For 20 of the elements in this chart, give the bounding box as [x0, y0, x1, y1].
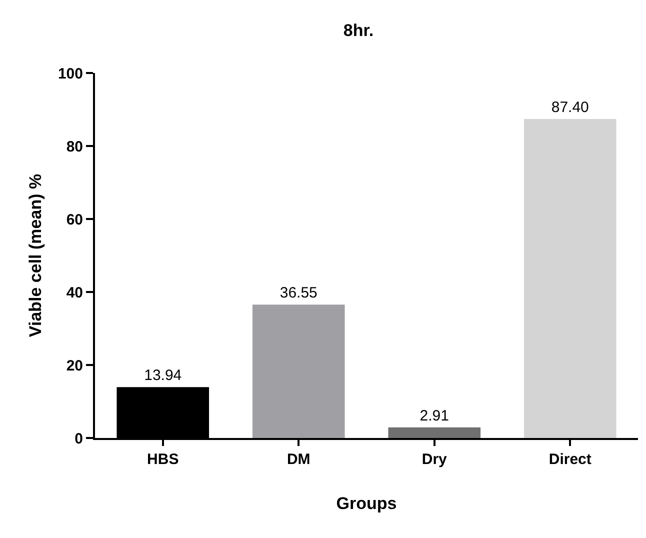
x-tick-label: DM — [286, 451, 310, 468]
y-tick-label: 100 — [58, 65, 83, 82]
chart-title: 8hr. — [343, 21, 374, 40]
x-tick-label: Direct — [548, 451, 592, 468]
x-tick-label: HBS — [147, 451, 179, 468]
bar — [388, 427, 481, 438]
y-axis-title: Viable cell (mean) % — [26, 174, 46, 338]
x-axis-title: Groups — [336, 494, 397, 513]
y-tick-label: 0 — [74, 430, 83, 448]
y-tick-label: 60 — [66, 211, 83, 228]
bar — [252, 304, 345, 438]
data-label: 36.55 — [280, 284, 318, 302]
data-label: 87.40 — [551, 98, 589, 116]
x-tick-label: Dry — [422, 451, 448, 468]
y-tick-label: 20 — [66, 357, 83, 374]
y-tick-label: 80 — [66, 138, 83, 156]
data-label: 13.94 — [144, 367, 182, 384]
data-label: 2.91 — [420, 407, 449, 424]
y-tick-label: 40 — [66, 284, 83, 302]
bar — [524, 118, 616, 438]
